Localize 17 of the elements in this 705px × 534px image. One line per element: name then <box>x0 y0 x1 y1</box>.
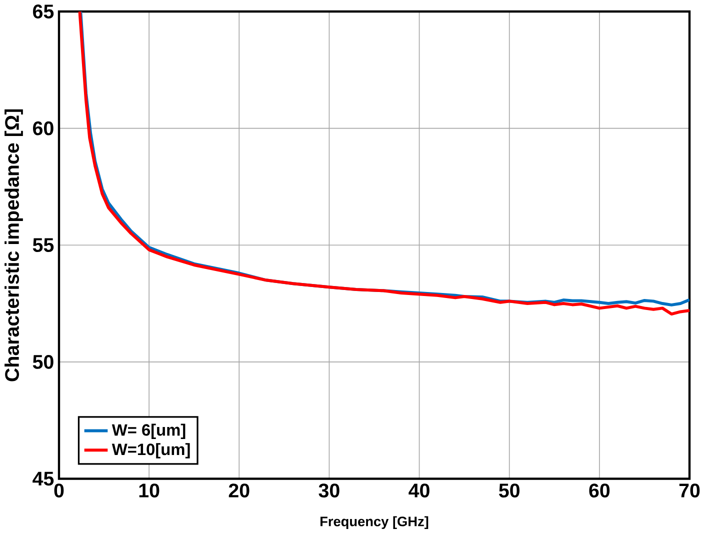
x-tick-label: 60 <box>589 484 610 498</box>
x-tick-label: 20 <box>228 484 250 498</box>
y-tick-label: 65 <box>33 4 54 19</box>
x-tick-label: 70 <box>679 484 700 498</box>
x-axis-title: Frequency [GHz] <box>320 516 428 530</box>
y-tick-label: 50 <box>32 355 54 370</box>
x-tick-label: 50 <box>499 484 520 498</box>
y-axis-title: Characteristic impedance [Ω] <box>4 110 23 382</box>
x-tick-label: 0 <box>54 484 64 498</box>
y-tick-label: 55 <box>32 238 54 252</box>
x-tick-label: 10 <box>139 484 160 498</box>
y-tick-label: 60 <box>33 122 54 136</box>
x-tick-label: 30 <box>318 484 340 498</box>
legend-label: W=10[um] <box>112 443 190 459</box>
legend-label: W= 6[um] <box>112 424 186 440</box>
x-tick-label: 40 <box>408 484 430 498</box>
y-tick-label: 45 <box>32 472 54 486</box>
